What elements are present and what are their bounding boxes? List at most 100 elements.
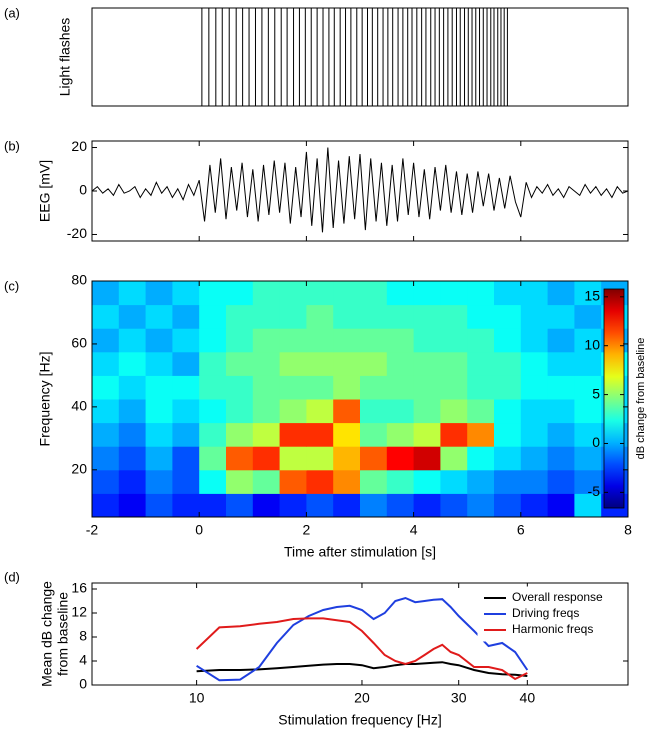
heat-cell <box>360 469 388 494</box>
x-tick-label: -2 <box>86 522 99 538</box>
heat-cell <box>574 399 602 424</box>
heat-cell <box>520 328 549 353</box>
axes-frame <box>91 582 629 686</box>
heat-cell <box>520 469 549 494</box>
colorbar-tick-label: 0 <box>592 434 600 450</box>
heat-cell <box>413 328 441 353</box>
heat-cell <box>226 399 254 424</box>
heat-cell <box>226 281 254 306</box>
y-tick-label: 20 <box>71 461 87 477</box>
heat-cell <box>199 351 227 376</box>
heat-cell <box>547 328 575 353</box>
heat-cell <box>386 281 415 306</box>
heat-cell <box>413 399 441 424</box>
heat-cell <box>413 375 441 400</box>
heat-cell <box>333 469 361 494</box>
heat-cell <box>252 304 281 329</box>
heat-cell <box>145 446 173 471</box>
heat-cell <box>494 375 522 400</box>
heat-cell <box>279 446 307 471</box>
heat-cell <box>252 281 281 306</box>
heat-cell <box>172 493 200 517</box>
heat-cell <box>279 469 307 494</box>
colorbar-tick-label: -5 <box>588 483 601 499</box>
heat-cell <box>386 304 415 329</box>
heat-cell <box>333 304 361 329</box>
x-tick-label: 40 <box>520 690 536 706</box>
heat-cell <box>306 399 334 424</box>
heat-cell <box>467 469 495 494</box>
heat-cell <box>360 351 388 376</box>
heat-cell <box>199 469 227 494</box>
heat-cell <box>279 422 307 447</box>
heat-cell <box>279 375 307 400</box>
heat-cell <box>306 493 334 517</box>
panel-label: (a) <box>4 5 20 20</box>
heat-cell <box>467 399 495 424</box>
heat-cell <box>145 422 173 447</box>
x-tick-label: 20 <box>354 690 370 706</box>
heat-cell <box>467 304 495 329</box>
heat-cell <box>360 493 388 517</box>
heat-cell <box>172 328 200 353</box>
heat-cell <box>306 446 334 471</box>
heat-cell <box>118 493 147 517</box>
heat-cell <box>226 375 254 400</box>
heat-cell <box>172 375 200 400</box>
legend-label: Overall response <box>512 590 603 604</box>
heat-cell <box>360 328 388 353</box>
heat-cell <box>92 281 120 306</box>
heat-cell <box>494 493 522 517</box>
heat-cell <box>467 422 495 447</box>
heat-cell <box>226 469 254 494</box>
heat-cell <box>279 399 307 424</box>
heat-cell <box>386 375 415 400</box>
heat-cell <box>252 469 281 494</box>
heat-cell <box>199 446 227 471</box>
heat-cell <box>145 399 173 424</box>
heat-cell <box>440 351 468 376</box>
legend-box <box>477 586 628 642</box>
heat-cell <box>494 446 522 471</box>
heat-cell <box>413 281 441 306</box>
y-tick-label: 0 <box>79 182 87 198</box>
heat-cell <box>547 304 575 329</box>
heat-cell <box>413 446 441 471</box>
heat-cell <box>440 304 468 329</box>
heat-cell <box>386 399 415 424</box>
heat-cell <box>547 493 575 517</box>
heat-cell <box>413 351 441 376</box>
heat-cell <box>574 446 602 471</box>
heat-cell <box>494 469 522 494</box>
heat-cell <box>494 422 522 447</box>
heat-cell <box>92 493 120 517</box>
heat-cell <box>467 446 495 471</box>
heat-cell <box>520 375 549 400</box>
heat-cell <box>494 304 522 329</box>
heat-cell <box>547 281 575 306</box>
heat-cell <box>279 328 307 353</box>
heat-cell <box>279 493 307 517</box>
heat-cell <box>547 446 575 471</box>
heat-cell <box>92 469 120 494</box>
heat-cell <box>386 351 415 376</box>
heat-cell <box>413 493 441 517</box>
heat-cell <box>574 351 602 376</box>
heat-cell <box>306 281 334 306</box>
heat-cell <box>118 469 147 494</box>
axes-frame <box>91 280 629 518</box>
heat-cell <box>333 375 361 400</box>
heat-cell <box>520 304 549 329</box>
axes-frame <box>91 7 629 107</box>
heat-cell <box>306 422 334 447</box>
y-axis-label: from baseline <box>55 592 71 676</box>
x-axis-label: Time after stimulation [s] <box>284 544 436 560</box>
heat-cell <box>92 328 120 353</box>
heat-cell <box>145 328 173 353</box>
heat-cell <box>333 422 361 447</box>
colorbar <box>603 288 625 509</box>
heat-cell <box>199 328 227 353</box>
plot-area <box>92 281 628 517</box>
data-line <box>195 617 528 681</box>
x-tick-label: 10 <box>189 690 205 706</box>
